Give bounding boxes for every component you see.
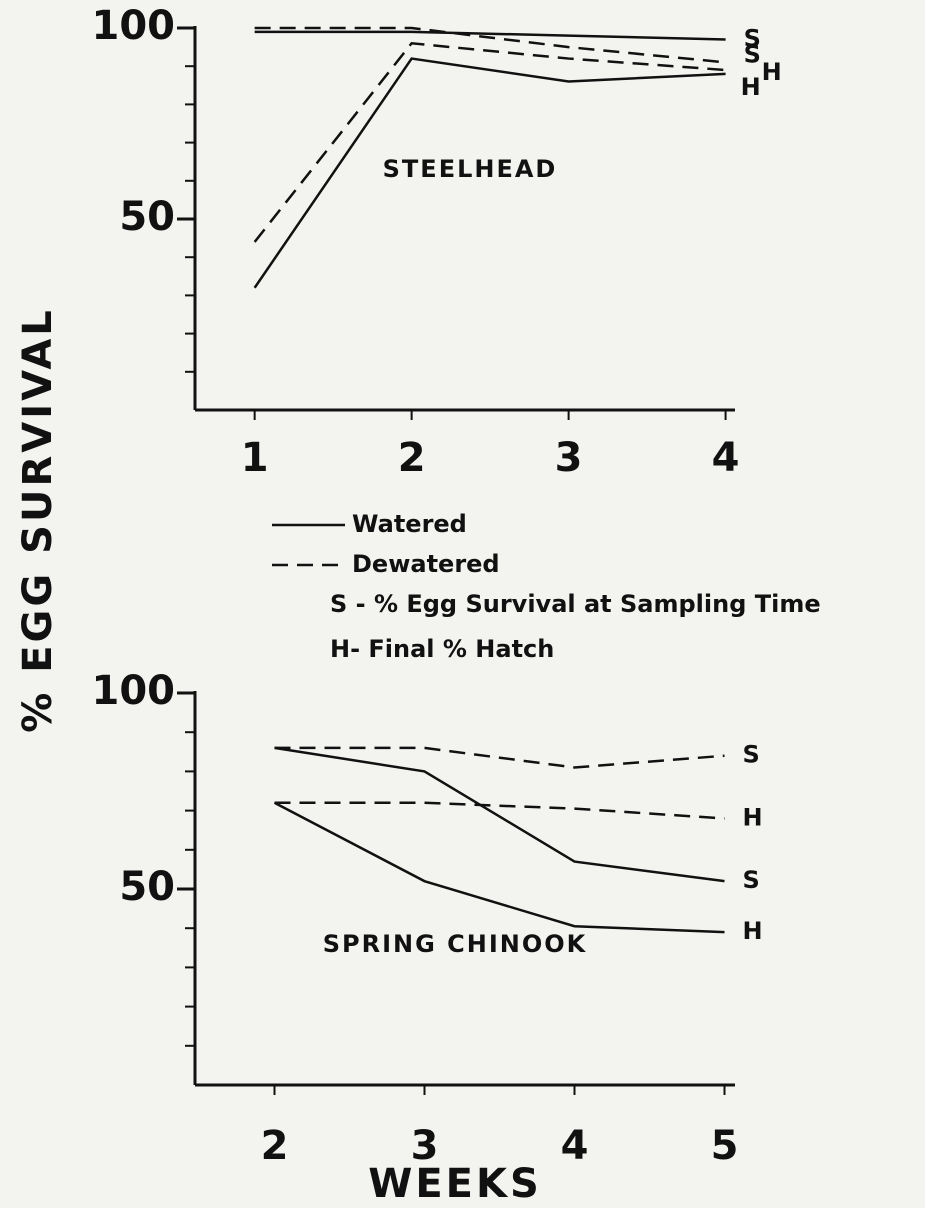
y-axis-label: % EGG SURVIVAL [15, 307, 61, 733]
legend-label: Dewatered [352, 550, 500, 578]
series-line [254, 30, 726, 41]
y-tick-label: 100 [92, 668, 176, 714]
x-tick-label: 3 [411, 1123, 439, 1169]
series-line [273, 801, 725, 934]
chart-annotation: STEELHEAD [383, 155, 558, 183]
note: S - % Egg Survival at Sampling Time [330, 590, 821, 618]
x-tick-label: 5 [711, 1123, 739, 1169]
series-line [274, 746, 725, 883]
x-tick-label: 4 [561, 1123, 589, 1169]
x-tick-label: 2 [261, 1123, 289, 1169]
series-end-label: S [743, 741, 760, 769]
y-tick-label: 100 [92, 3, 176, 49]
series-line [274, 746, 725, 769]
note: H- Final % Hatch [330, 635, 554, 663]
x-tick-label: 2 [398, 435, 426, 481]
series-end-label: S [743, 866, 760, 894]
series-end-label: H [743, 803, 763, 831]
series-line [274, 801, 725, 820]
series-line [253, 57, 726, 289]
series-end-label: H [743, 917, 763, 945]
y-tick-label: 50 [119, 864, 175, 910]
series-line [253, 41, 726, 243]
y-tick-label: 50 [119, 194, 175, 240]
series-end-label: S [744, 24, 761, 52]
x-tick-label: 4 [712, 435, 740, 481]
series-end-label: S [744, 40, 761, 68]
x-tick-label: 1 [241, 435, 269, 481]
series-line [254, 26, 726, 64]
series-end-label: H [741, 73, 761, 101]
legend-label: Watered [352, 510, 467, 538]
series-end-label: H [762, 58, 782, 86]
x-axis-label: WEEKS [368, 1161, 542, 1207]
x-tick-label: 3 [555, 435, 583, 481]
chart-annotation: SPRING CHINOOK [323, 930, 588, 958]
